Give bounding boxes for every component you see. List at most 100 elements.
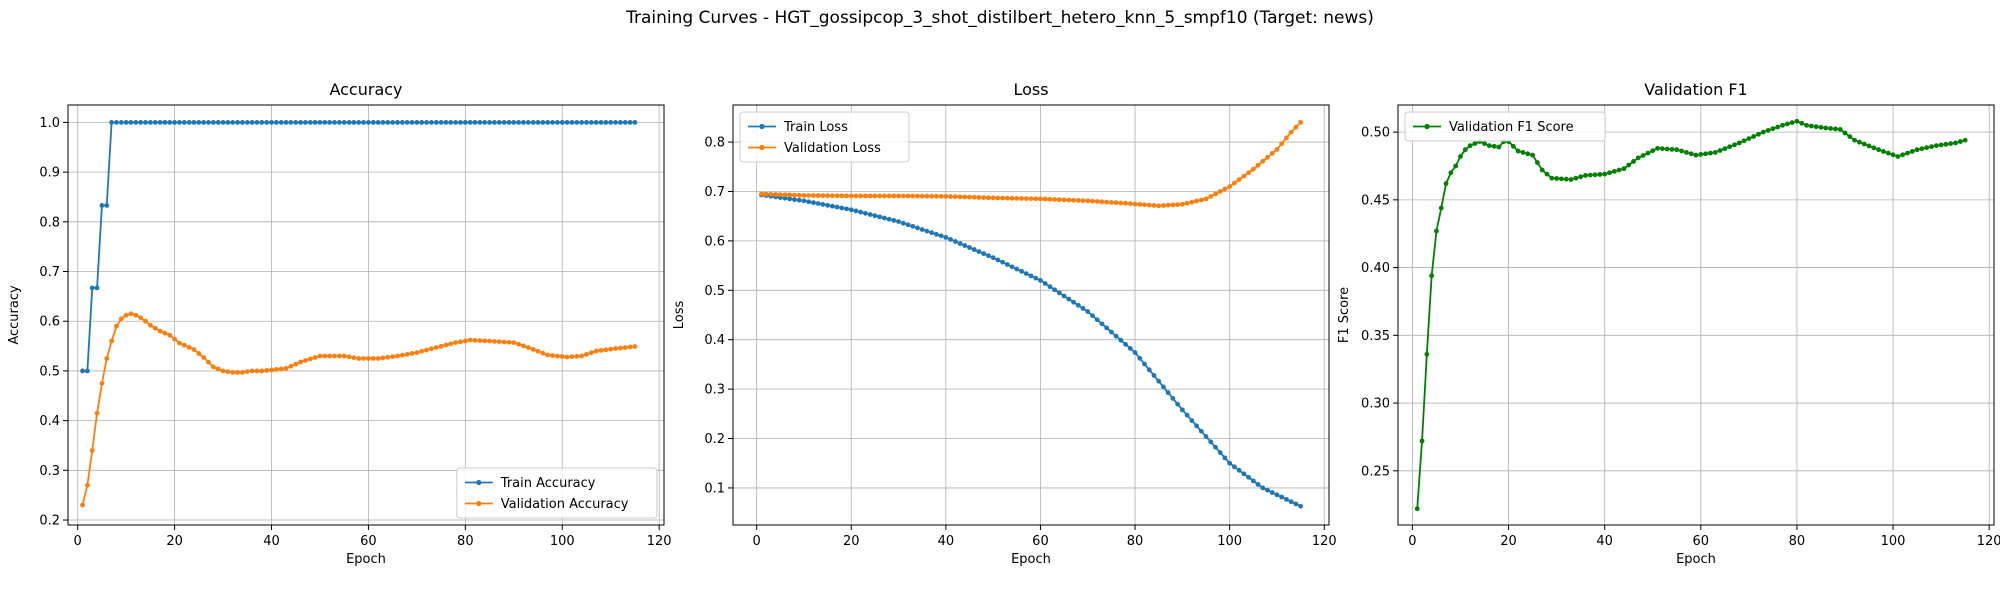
- chart1-legend-label-1: Train Accuracy: [500, 476, 596, 491]
- chart1-series-1-point-70: [419, 120, 425, 125]
- chart1-series-2-point-53: [336, 353, 342, 359]
- chart2-series-2-point-70: [1090, 198, 1095, 204]
- chart1-series-2-point-22: [186, 344, 192, 350]
- chart3-series-1-point-69: [1746, 136, 1752, 142]
- chart1-series-1-point-78: [458, 120, 463, 125]
- chart2-series-2-point-63: [1056, 197, 1062, 203]
- chart2-series-1-point-97: [1217, 450, 1223, 455]
- chart2-series-1-point-79: [1132, 350, 1138, 355]
- chart1-xtick-label-0: 0: [74, 534, 82, 549]
- chart2-series-1-point-75: [1113, 333, 1119, 339]
- chart2-series-1-point-37: [934, 231, 939, 237]
- chart1-legend-label-2: Validation Accuracy: [501, 497, 629, 512]
- chart3-series-1-point-62: [1712, 150, 1718, 155]
- chart3-series-1-point-113: [1957, 139, 1963, 144]
- chart2-series-2-point-46: [976, 195, 982, 200]
- chart2-xtick-label-0: 0: [753, 534, 761, 549]
- chart2-series-2-point-59: [1038, 196, 1043, 202]
- chart1-xtick-label-3: 60: [360, 534, 377, 549]
- chart2-series-2-point-84: [1156, 203, 1162, 209]
- chart3-series-1-point-0: [1414, 506, 1420, 512]
- chart1-legend-marker-2: [476, 500, 482, 507]
- chart2-series-1-point-70: [1090, 313, 1095, 319]
- chart3-series-1-point-5: [1438, 205, 1444, 211]
- chart2-series-2-point-113: [1293, 124, 1299, 130]
- chart1-series-2-point-7: [114, 323, 119, 329]
- chart3-series-1-point-44: [1626, 162, 1632, 168]
- chart2-series-2-point-74: [1109, 200, 1114, 205]
- chart1-series-2-point-94: [535, 348, 541, 354]
- chart1-series-2-point-46: [303, 358, 308, 363]
- chart1-series-2-point-23: [191, 347, 197, 352]
- chart1-series-1-point-105: [588, 120, 594, 125]
- chart3-series-1-point-102: [1905, 150, 1910, 156]
- chart2-series-1-point-90: [1184, 412, 1190, 418]
- chart3-series-1-point-83: [1813, 124, 1819, 130]
- chart2-series-2-point-41: [952, 194, 958, 200]
- chart3-series-1-point-86: [1828, 126, 1833, 131]
- chart2-series-2-point-39: [943, 194, 949, 199]
- chart1-xtick-label-4: 80: [457, 534, 474, 549]
- chart1-ytick-label-3: 0.5: [39, 364, 60, 379]
- chart3-series-1-point-33: [1573, 175, 1579, 181]
- chart3-series-1-point-3: [1429, 273, 1435, 279]
- chart1-series-1-point-104: [584, 120, 589, 125]
- chart1-series-1-point-7: [114, 120, 119, 125]
- chart1-series-2-point-73: [433, 345, 439, 350]
- chart3-series-1-point-97: [1881, 149, 1886, 154]
- chart3-xtick-label-3: 60: [1693, 534, 1710, 549]
- chart1-series-1-point-9: [123, 120, 129, 125]
- chart2-series-2-point-4: [777, 192, 783, 198]
- chart1-series-1-point-33: [240, 120, 245, 125]
- chart1-series-2-point-64: [390, 354, 396, 360]
- chart2-series-2-point-38: [938, 193, 944, 199]
- chart3-series-1-point-51: [1659, 146, 1665, 152]
- chart2-series-2-point-58: [1033, 196, 1039, 202]
- chart1-series-2-point-16: [157, 328, 163, 334]
- chart2-series-1-point-76: [1118, 337, 1124, 343]
- chart3-series-1-point-76: [1780, 122, 1785, 128]
- chart1-series-1-point-22: [186, 120, 192, 125]
- chart2-series-2-point-86: [1165, 202, 1171, 208]
- chart1-series-1-point-37: [259, 120, 265, 125]
- chart2-series-2-point-91: [1189, 199, 1195, 205]
- chart3-series-1-point-8: [1453, 163, 1459, 169]
- chart3-series-1-point-73: [1765, 127, 1771, 133]
- chart2-series-2-point-103: [1246, 170, 1251, 176]
- chart1-series-1-point-87: [501, 120, 507, 125]
- chart1-series-2-point-8: [118, 316, 124, 322]
- chart1-series-1-point-56: [351, 120, 357, 125]
- chart1-xtick-label-5: 100: [550, 534, 575, 549]
- chart1-series-2-point-15: [152, 325, 158, 331]
- chart3-series-1-point-81: [1804, 122, 1809, 128]
- chart1-series-2-point-70: [419, 348, 425, 354]
- chart3-series-1-point-39: [1602, 171, 1608, 177]
- chart1-series-2-point-111: [617, 345, 623, 351]
- chart1-xtick-label-6: 120: [647, 534, 672, 549]
- chart2-series-1-point-30: [900, 220, 906, 226]
- chart3-series-1-point-9: [1458, 154, 1463, 159]
- chart2-series-1-point-41: [952, 239, 958, 244]
- chart2-series-2-point-60: [1042, 196, 1048, 202]
- chart3-series-1-point-111: [1948, 141, 1954, 147]
- chart3-series-1-point-23: [1525, 151, 1531, 157]
- chart1-legend-marker-1: [476, 479, 482, 486]
- chart2-series-2-point-88: [1175, 202, 1181, 208]
- chart2-series-2-point-101: [1236, 177, 1242, 183]
- chart2-series-2-point-5: [782, 192, 788, 198]
- chart3-ytick-label-3: 0.40: [1361, 261, 1390, 276]
- chart3-series-1-point-4: [1434, 228, 1439, 234]
- chart1-series-2-point-29: [220, 368, 226, 374]
- chart1-series-2-point-110: [613, 346, 618, 351]
- chart2-series-2-point-25: [877, 193, 883, 199]
- chart1-series-2-point-19: [172, 336, 178, 342]
- chart2-plot-frame: [732, 104, 1330, 526]
- chart1-series-1-point-65: [395, 120, 400, 125]
- chart2-series-1-point-109: [1274, 492, 1280, 498]
- chart3-xtick-label-0: 0: [1408, 534, 1416, 549]
- chart3-series-1-line: [1416, 120, 1966, 509]
- chart1-series-2-point-75: [443, 342, 449, 348]
- chart1-series-1-point-81: [472, 120, 478, 125]
- chart1-series-2-point-71: [424, 347, 429, 353]
- chart1-series-2-point-81: [472, 337, 478, 343]
